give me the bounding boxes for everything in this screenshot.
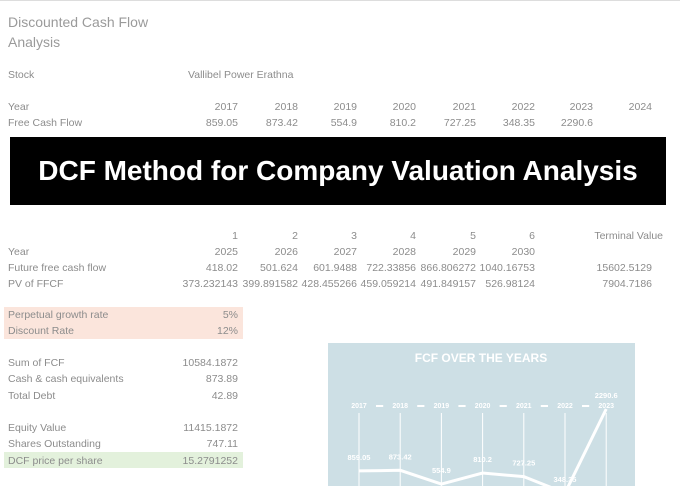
pv-value: 491.849157: [420, 278, 476, 290]
row-label: Sum of FCF: [8, 357, 65, 369]
row-label: Year: [8, 246, 30, 258]
year: 2019: [333, 101, 357, 113]
row-label: Perpetual growth rate: [8, 309, 109, 321]
row-value: 42.89: [211, 389, 238, 402]
row-label: Discount Rate: [8, 325, 74, 338]
row-value: 5%: [222, 309, 238, 321]
year: 2018: [274, 101, 298, 113]
year: 2028: [392, 246, 416, 258]
row-label: Year: [8, 101, 30, 113]
fcf-value: 810.2: [389, 117, 416, 129]
row-label: Future free cash flow: [8, 262, 107, 274]
ffcf-value: 722.33856: [366, 262, 416, 274]
year: 2024: [628, 101, 652, 113]
fcf-value: 2290.6: [560, 117, 593, 129]
value-label: 348.35: [554, 475, 577, 484]
row-label: Cash & cash equivalents: [8, 373, 124, 386]
year: 2030: [511, 246, 535, 258]
row-value: 873.89: [205, 373, 238, 386]
value-label: 859.05: [348, 453, 371, 462]
row-label: Free Cash Flow: [8, 117, 83, 129]
fcf-value: 873.42: [265, 117, 298, 129]
fcf-value: 859.05: [205, 117, 238, 129]
period: 6: [529, 230, 535, 242]
fcf-value: 348.35: [502, 117, 535, 129]
category-label: 2019: [434, 403, 450, 410]
row-label: PV of FFCF: [8, 278, 64, 290]
period: 2: [292, 230, 298, 242]
year: 2020: [392, 101, 416, 113]
column-header: Terminal Value: [594, 230, 663, 242]
row-label: Total Debt: [8, 389, 56, 402]
pv-value: 373.232143: [182, 278, 238, 290]
period: 3: [351, 230, 357, 242]
chart-title: FCF OVER THE YEARS: [415, 351, 547, 365]
terminal-value: 15602.5129: [596, 262, 652, 274]
stock-name: Vallibel Power Erathna: [188, 69, 294, 81]
year: 2029: [452, 246, 476, 258]
ffcf-value: 866.806272: [420, 262, 476, 274]
year: 2017: [214, 101, 238, 113]
year: 2023: [569, 101, 593, 113]
category-label: 2022: [557, 403, 573, 410]
row-label: Stock: [8, 69, 35, 81]
pv-value: 526.98124: [485, 278, 535, 290]
row-value: 15.2791252: [182, 454, 238, 467]
row-value: 747.11: [206, 438, 238, 451]
year: 2025: [214, 246, 238, 258]
banner: DCF Method for Company Valuation Analysi…: [10, 137, 666, 205]
row-value: 12%: [216, 325, 238, 338]
category-label: 2017: [351, 403, 367, 410]
year: 2022: [511, 101, 535, 113]
row-label: Equity Value: [8, 422, 67, 434]
sheet-title: Discounted Cash Flow Analysis: [8, 14, 149, 50]
row-value: 11415.1872: [183, 422, 238, 434]
year: 2026: [274, 246, 298, 258]
category-label: 2018: [392, 403, 408, 410]
period: 4: [410, 230, 416, 242]
period: 5: [470, 230, 476, 242]
pv-value: 428.455266: [301, 278, 357, 290]
fcf-value: 554.9: [330, 117, 357, 129]
fcf-line: [358, 408, 608, 486]
fcf-chart: FCF OVER THE YEARS 2017 2018 2019 2020 2021 2…: [328, 343, 635, 486]
ffcf-value: 501.624: [260, 262, 298, 274]
ffcf-value: 601.9488: [313, 262, 357, 274]
pv-value: 459.059214: [360, 278, 416, 290]
row-label: Shares Outstanding: [8, 438, 101, 451]
ffcf-value: 1040.16753: [479, 262, 535, 274]
value-label: 873.42: [389, 452, 412, 461]
value-label: 554.9: [432, 466, 451, 475]
year: 2027: [333, 246, 357, 258]
row-label: DCF price per share: [8, 454, 103, 467]
value-label: 727.25: [512, 459, 535, 468]
row-value: 10584.1872: [182, 357, 238, 369]
period: 1: [232, 230, 238, 242]
value-label: 810.2: [473, 455, 492, 464]
ffcf-value: 418.02: [205, 262, 238, 274]
year: 2021: [452, 101, 476, 113]
value-label: 2290.6: [595, 391, 618, 400]
pv-value: 399.891582: [242, 278, 298, 290]
fcf-value: 727.25: [443, 117, 476, 129]
category-label: 2021: [516, 403, 532, 410]
result-highlight: [4, 452, 243, 468]
category-label: 2023: [598, 403, 614, 410]
category-label: 2020: [475, 403, 491, 410]
assumption-highlight: [4, 307, 243, 339]
terminal-value: 7904.7186: [602, 278, 652, 290]
